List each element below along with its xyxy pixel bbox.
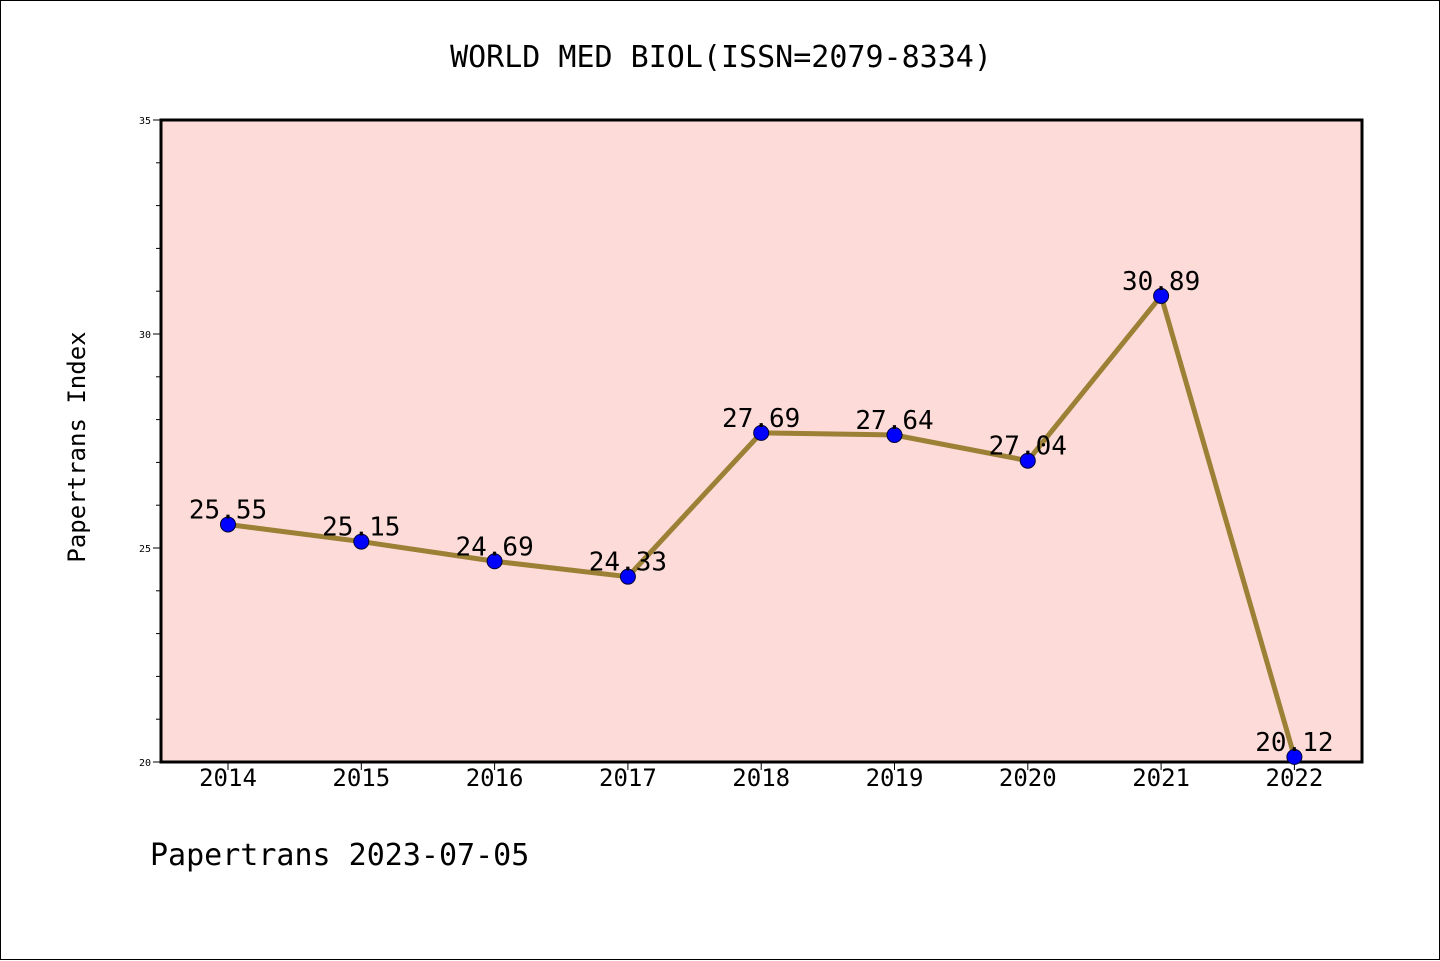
data-point [353,533,370,550]
data-label: 27.64 [855,406,933,436]
data-point [1286,748,1303,765]
data-point [486,553,503,570]
x-tick-label: 2021 [1132,764,1190,792]
data-point [753,424,770,441]
y-tick-label: 25 [139,544,151,555]
data-point [1019,452,1036,469]
plot-area [159,118,1364,764]
data-label: 25.15 [322,513,400,543]
x-tick-label: 2022 [1266,764,1324,792]
chart-title: WORLD MED BIOL(ISSN=2079-8334) [450,40,992,75]
data-label: 30.89 [1122,267,1200,297]
x-tick-label: 2014 [199,764,257,792]
data-label: 27.69 [722,404,800,434]
y-axis-label: Papertrans Index [63,331,91,562]
x-tick-label: 2015 [332,764,390,792]
x-tick-label: 2018 [732,764,790,792]
data-point [1153,287,1170,304]
data-label: 24.33 [589,548,667,578]
y-tick-label: 30 [139,330,151,341]
data-label: 24.69 [455,532,533,562]
data-point [886,427,903,444]
data-point [220,516,236,533]
x-tick-label: 2020 [999,764,1057,792]
x-tick-label: 2017 [599,764,657,792]
data-label: 25.55 [189,495,267,525]
data-point [619,568,636,585]
y-tick-label: 20 [139,758,151,769]
data-labels: 25.55 25.15 24.69 24.33 27.69 27.64 27.04 30.89… [189,267,1334,758]
data-label: 27.04 [989,432,1067,462]
y-tick-label: 35 [139,116,151,127]
x-tick-label: 2016 [466,764,524,792]
x-axis-ticks: 2014 2015 2016 2017 2018 2019 2020 2021 2022 [199,762,1323,792]
data-label: 20.12 [1255,728,1333,758]
y-axis-ticks: 20 25 30 35 [139,116,161,769]
x-tick-label: 2019 [866,764,924,792]
series-markers [220,287,1303,765]
footnote: Papertrans 2023-07-05 [150,838,529,873]
